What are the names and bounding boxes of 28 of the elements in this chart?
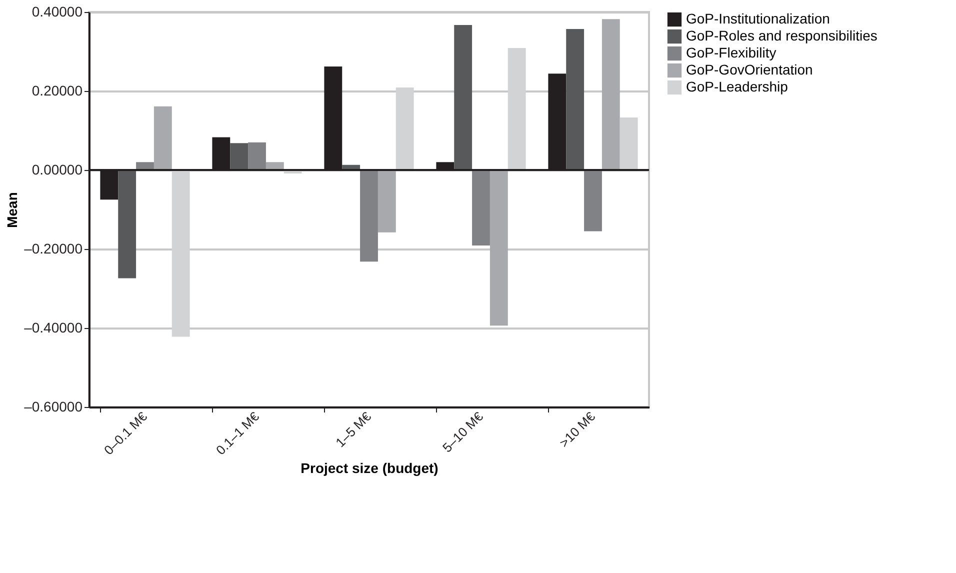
y-tick-label: 0.40000 — [32, 4, 83, 20]
bar — [490, 170, 508, 326]
bar — [584, 170, 602, 232]
y-tick-label: 0.00000 — [32, 162, 83, 178]
bar — [118, 170, 136, 278]
y-tick-label: –0.60000 — [24, 398, 83, 414]
bar — [360, 170, 378, 262]
bar — [230, 143, 248, 170]
legend-label: GoP-Leadership — [686, 78, 788, 94]
bar — [154, 106, 172, 170]
x-axis-title: Project size (budget) — [300, 460, 438, 476]
legend-label: GoP-Flexibility — [686, 44, 776, 60]
y-axis-title: Mean — [4, 192, 20, 228]
bar — [472, 170, 490, 246]
legend-label: GoP-Roles and responsibilities — [686, 28, 878, 44]
bar — [454, 25, 472, 170]
bar — [620, 117, 638, 170]
legend-label: GoP-GovOrientation — [686, 62, 813, 78]
bar — [602, 19, 620, 170]
x-tick-label: >10 M€ — [556, 408, 598, 450]
y-tick-label: –0.20000 — [24, 240, 83, 256]
y-tick-label: –0.40000 — [24, 320, 83, 336]
legend-label: GoP-Institutionalization — [686, 10, 830, 26]
bar — [248, 142, 266, 170]
x-tick-label: 1–5 M€ — [332, 408, 374, 450]
bar — [378, 170, 396, 232]
bar — [566, 28, 584, 170]
y-tick-label: 0.20000 — [32, 82, 83, 98]
